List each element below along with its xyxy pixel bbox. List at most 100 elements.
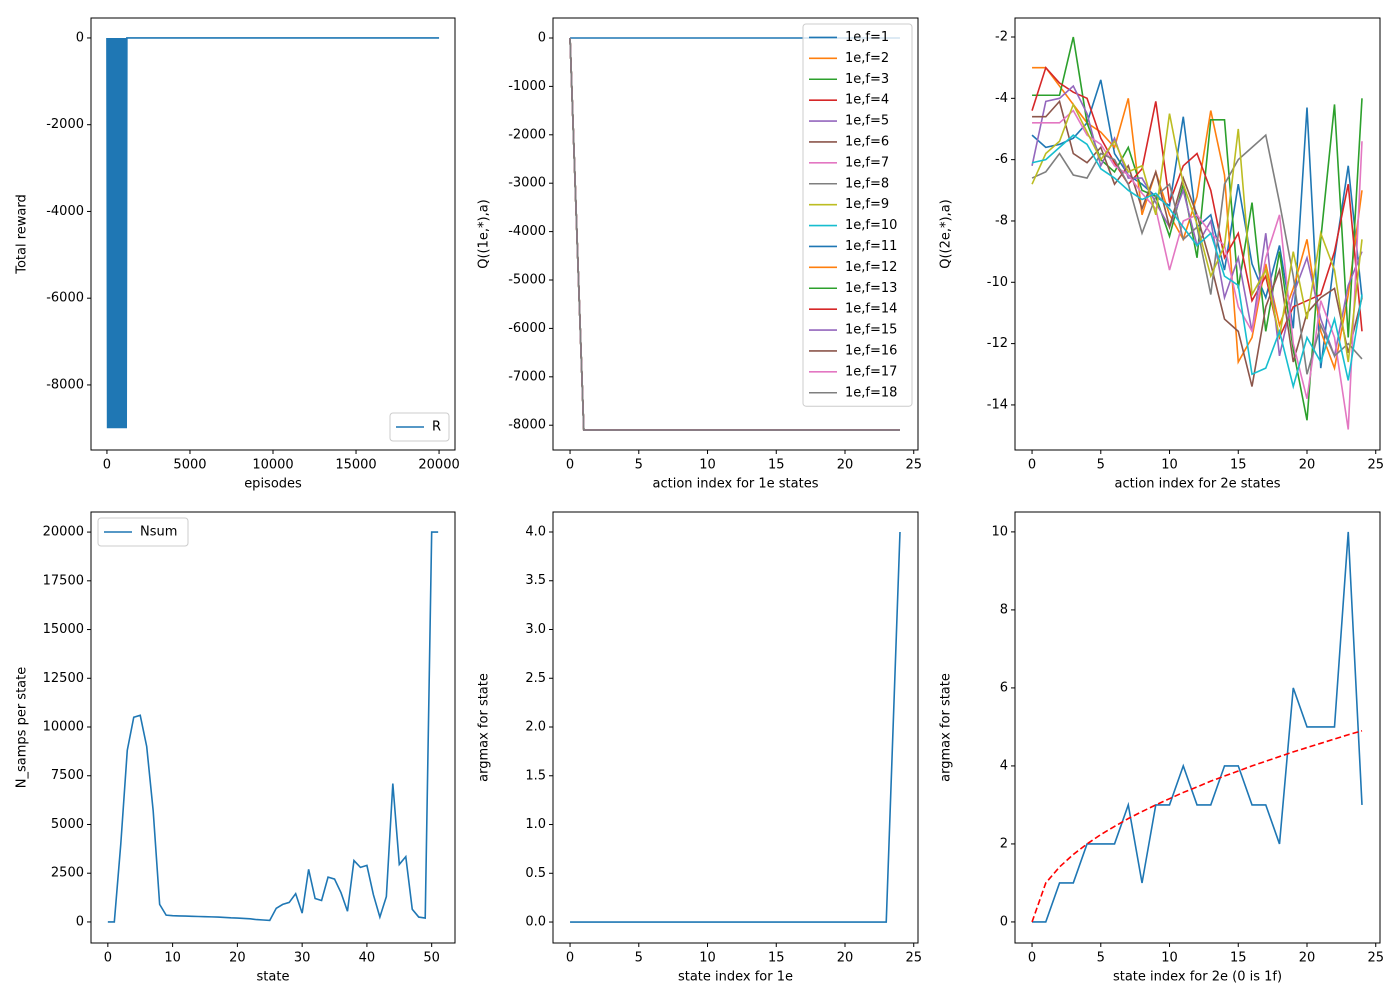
y-axis-label: argmax for state xyxy=(939,673,954,782)
legend-label: 1e,f=10 xyxy=(845,218,897,233)
y-axis-label: Total reward xyxy=(15,194,30,275)
y-tick-label: -2000 xyxy=(508,127,546,142)
x-tick-label: 25 xyxy=(905,458,922,473)
y-tick-label: -8000 xyxy=(46,377,84,392)
y-tick-label: 17500 xyxy=(43,573,84,588)
legend-label: 1e,f=4 xyxy=(845,93,889,108)
y-tick-label: -6000 xyxy=(508,321,546,336)
y-tick-label: -4000 xyxy=(508,224,546,239)
x-tick-label: 10 xyxy=(699,951,716,966)
legend-label: 1e,f=2 xyxy=(845,51,889,66)
x-tick-label: 0 xyxy=(1028,458,1036,473)
x-tick-label: 20 xyxy=(837,951,854,966)
legend-label: 1e,f=6 xyxy=(845,134,889,149)
y-tick-label: 1.0 xyxy=(525,817,546,832)
subplot: 0 5 10 15 20 25 -8000 -7000 -6000 -5000 -4000 -3000… xyxy=(477,17,922,492)
y-tick-label: -5000 xyxy=(508,273,546,288)
y-tick-label: 10 xyxy=(991,524,1008,539)
x-tick-label: 25 xyxy=(1367,458,1384,473)
y-axis-label: argmax for state xyxy=(477,673,492,782)
legend-label: 1e,f=1 xyxy=(845,30,889,45)
x-tick-label: 0 xyxy=(103,458,111,473)
data-line xyxy=(1031,102,1363,363)
y-tick-label: 2.0 xyxy=(525,720,546,735)
legend-label: 1e,f=11 xyxy=(845,239,897,254)
x-tick-label: 0 xyxy=(104,951,112,966)
y-tick-label: 12500 xyxy=(43,671,84,686)
data-line xyxy=(1032,36,1363,421)
axes-frame xyxy=(90,17,456,451)
x-tick-label: 0 xyxy=(1028,951,1036,966)
y-axis-label: Q((1e,*),a) xyxy=(477,199,492,269)
x-tick-label: 5 xyxy=(1097,951,1105,966)
x-tick-label: 15000 xyxy=(335,458,376,473)
legend-label: 1e,f=9 xyxy=(845,197,889,212)
x-tick-label: 25 xyxy=(905,951,922,966)
x-tick-label: 15 xyxy=(1230,951,1247,966)
y-tick-label: 4 xyxy=(1000,758,1008,773)
y-tick-label: 0 xyxy=(1000,914,1008,929)
y-tick-label: 20000 xyxy=(43,525,84,540)
x-tick-label: 10 xyxy=(164,951,181,966)
y-tick-label: 15000 xyxy=(43,622,84,637)
data-line xyxy=(569,37,900,431)
x-tick-label: 40 xyxy=(359,951,376,966)
x-tick-label: 10000 xyxy=(252,458,293,473)
axes-frame xyxy=(90,511,456,944)
legend-label: 1e,f=18 xyxy=(845,385,897,400)
data-line xyxy=(1031,66,1363,341)
legend-box xyxy=(97,517,189,547)
y-tick-label: -1000 xyxy=(508,79,546,94)
plot-area xyxy=(91,512,455,943)
legend-label: R xyxy=(432,420,441,435)
axes-frame xyxy=(552,17,919,451)
y-tick-label: -6 xyxy=(995,152,1008,167)
plot-area xyxy=(91,18,455,450)
x-tick-label: 15 xyxy=(1230,458,1247,473)
x-axis-label: action index for 1e states xyxy=(653,477,819,492)
x-tick-label: 5000 xyxy=(173,458,206,473)
y-tick-label: -2000 xyxy=(46,117,84,132)
axes-frame xyxy=(1014,17,1381,451)
y-axis-label: Q((2e,*),a) xyxy=(939,199,954,269)
y-tick-label: -6000 xyxy=(46,291,84,306)
y-tick-label: 0.5 xyxy=(525,866,546,881)
data-line xyxy=(570,531,901,923)
x-tick-label: 15 xyxy=(768,951,785,966)
y-tick-label: 1.5 xyxy=(525,768,546,783)
y-tick-label: -14 xyxy=(987,397,1008,412)
y-tick-label: 2.5 xyxy=(525,671,546,686)
data-line xyxy=(106,37,440,429)
legend-label: 1e,f=14 xyxy=(845,302,897,317)
x-axis-label: state xyxy=(257,970,290,985)
legend-label: 1e,f=12 xyxy=(845,260,897,275)
x-axis-label: episodes xyxy=(244,477,302,492)
x-tick-label: 20000 xyxy=(418,458,459,473)
plot-area xyxy=(1015,18,1380,450)
x-tick-label: 20 xyxy=(1299,951,1316,966)
y-tick-label: -4 xyxy=(995,91,1008,106)
legend-label: 1e,f=5 xyxy=(845,114,889,129)
plot-area xyxy=(553,512,918,943)
y-tick-label: -10 xyxy=(987,275,1008,290)
y-tick-label: 5000 xyxy=(51,817,84,832)
y-tick-label: -3000 xyxy=(508,176,546,191)
legend: 1e,f=1 1e,f=2 1e,f=3 1e,f=4 1e,f=5 1e,f=6 1e,f… xyxy=(802,23,913,407)
y-tick-label: 0 xyxy=(538,30,546,45)
x-tick-label: 20 xyxy=(1299,458,1316,473)
subplot: 0 5 10 15 20 25 0.0 0.5 1.0 1.5 2.0 2.5 3.0 3.5 4.0 sta… xyxy=(477,511,922,985)
y-tick-label: -8 xyxy=(995,213,1008,228)
x-tick-label: 10 xyxy=(1161,458,1178,473)
x-tick-label: 10 xyxy=(699,458,716,473)
y-tick-label: 3.5 xyxy=(525,573,546,588)
subplot: 0 5 10 15 20 25 -14 -12 -10 -8 -6 -4 -2 action index … xyxy=(939,17,1384,492)
y-tick-label: 2500 xyxy=(51,866,84,881)
legend-label: 1e,f=8 xyxy=(845,176,889,191)
x-axis-label: state index for 1e xyxy=(678,970,793,985)
x-tick-label: 0 xyxy=(566,951,574,966)
y-tick-label: -8000 xyxy=(508,418,546,433)
y-tick-label: -12 xyxy=(987,336,1008,351)
legend-label: 1e,f=7 xyxy=(845,155,889,170)
subplot: 0 5000 10000 15000 20000 -8000 -6000 -4000 -2000… xyxy=(15,17,460,492)
